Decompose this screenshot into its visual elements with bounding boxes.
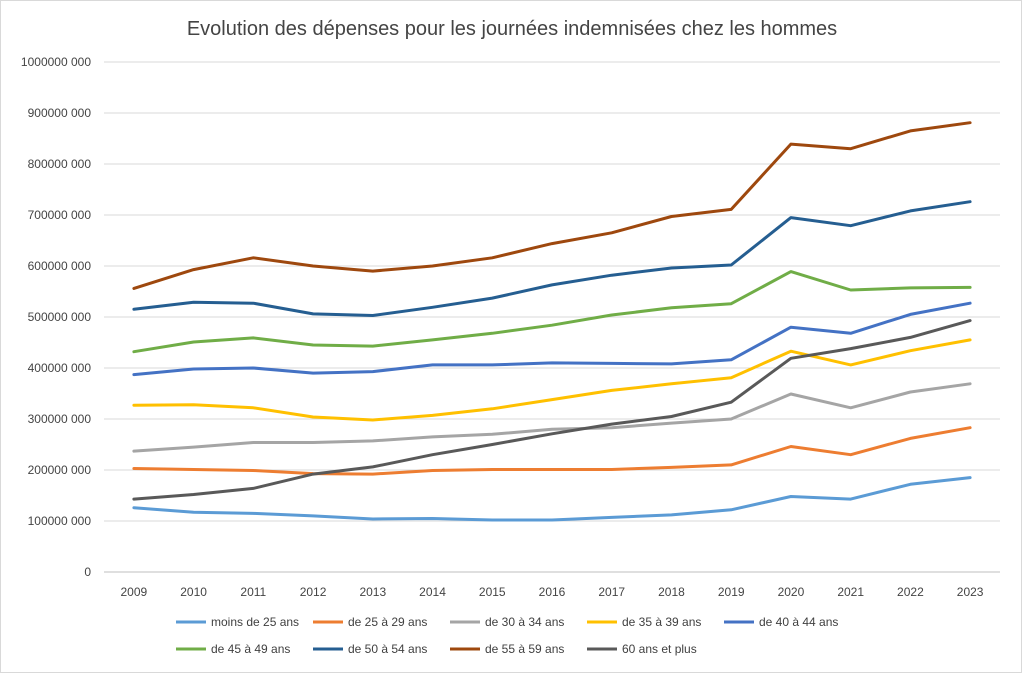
legend-label: de 55 à 59 ans <box>485 642 564 656</box>
x-tick-label: 2019 <box>718 585 745 599</box>
x-tick-label: 2010 <box>180 585 207 599</box>
series-line-7 <box>132 200 972 317</box>
y-tick-label: 800000 000 <box>28 157 92 171</box>
legend-item: de 25 à 29 ans <box>313 615 427 629</box>
y-tick-label: 600000 000 <box>28 259 92 273</box>
y-tick-label: 900000 000 <box>28 106 92 120</box>
legend-item: de 55 à 59 ans <box>450 642 564 656</box>
x-tick-label: 2021 <box>837 585 864 599</box>
x-tick-label: 2018 <box>658 585 685 599</box>
series-line-9 <box>132 319 972 501</box>
legend-item: de 35 à 39 ans <box>587 615 701 629</box>
series-lines <box>132 121 972 522</box>
x-tick-label: 2023 <box>957 585 984 599</box>
x-tick-label: 2015 <box>479 585 506 599</box>
x-tick-label: 2009 <box>121 585 148 599</box>
legend-item: de 40 à 44 ans <box>724 615 838 629</box>
y-tick-label: 500000 000 <box>28 310 92 324</box>
series-line-3 <box>132 382 972 453</box>
legend-item: 60 ans et plus <box>587 642 697 656</box>
y-axis-tick-labels: 0 100000 000 200000 000 300000 000 400000 00… <box>21 55 91 579</box>
legend-item: de 50 à 54 ans <box>313 642 427 656</box>
y-tick-label: 700000 000 <box>28 208 92 222</box>
legend-label: 60 ans et plus <box>622 642 697 656</box>
x-axis-tick-labels: 2009 2010 2011 2012 2013 2014 2015 2016 2017 2018… <box>121 585 984 599</box>
legend-label: de 30 à 34 ans <box>485 615 564 629</box>
y-tick-label: 400000 000 <box>28 361 92 375</box>
y-tick-label: 200000 000 <box>28 463 92 477</box>
x-tick-label: 2022 <box>897 585 924 599</box>
legend-label: de 40 à 44 ans <box>759 615 838 629</box>
chart-title: Evolution des dépenses pour les journées… <box>187 18 837 40</box>
legend-label: moins de 25 ans <box>211 615 299 629</box>
x-tick-label: 2020 <box>778 585 805 599</box>
x-tick-label: 2011 <box>240 585 266 599</box>
x-tick-label: 2014 <box>419 585 446 599</box>
series-line-5 <box>132 301 972 377</box>
legend-item: de 30 à 34 ans <box>450 615 564 629</box>
series-line-4 <box>132 338 972 422</box>
y-tick-label: 300000 000 <box>28 412 92 426</box>
x-tick-label: 2013 <box>359 585 386 599</box>
y-tick-label: 1000000 000 <box>21 55 91 69</box>
legend-label: de 50 à 54 ans <box>348 642 427 656</box>
legend-item: moins de 25 ans <box>176 615 299 629</box>
legend-label: de 35 à 39 ans <box>622 615 701 629</box>
x-tick-label: 2016 <box>539 585 566 599</box>
x-tick-label: 2012 <box>300 585 327 599</box>
series-line-8 <box>132 121 972 290</box>
x-tick-label: 2017 <box>598 585 625 599</box>
legend: moins de 25 ans de 25 à 29 ans de 30 à 34 … <box>176 615 838 656</box>
series-line-1 <box>132 476 972 522</box>
y-tick-label: 0 <box>84 565 91 579</box>
legend-item: de 45 à 49 ans <box>176 642 290 656</box>
series-line-2 <box>132 426 972 476</box>
gridlines <box>104 61 1000 573</box>
legend-label: de 25 à 29 ans <box>348 615 427 629</box>
series-line-6 <box>132 270 972 354</box>
y-tick-label: 100000 000 <box>28 514 92 528</box>
legend-label: de 45 à 49 ans <box>211 642 290 656</box>
